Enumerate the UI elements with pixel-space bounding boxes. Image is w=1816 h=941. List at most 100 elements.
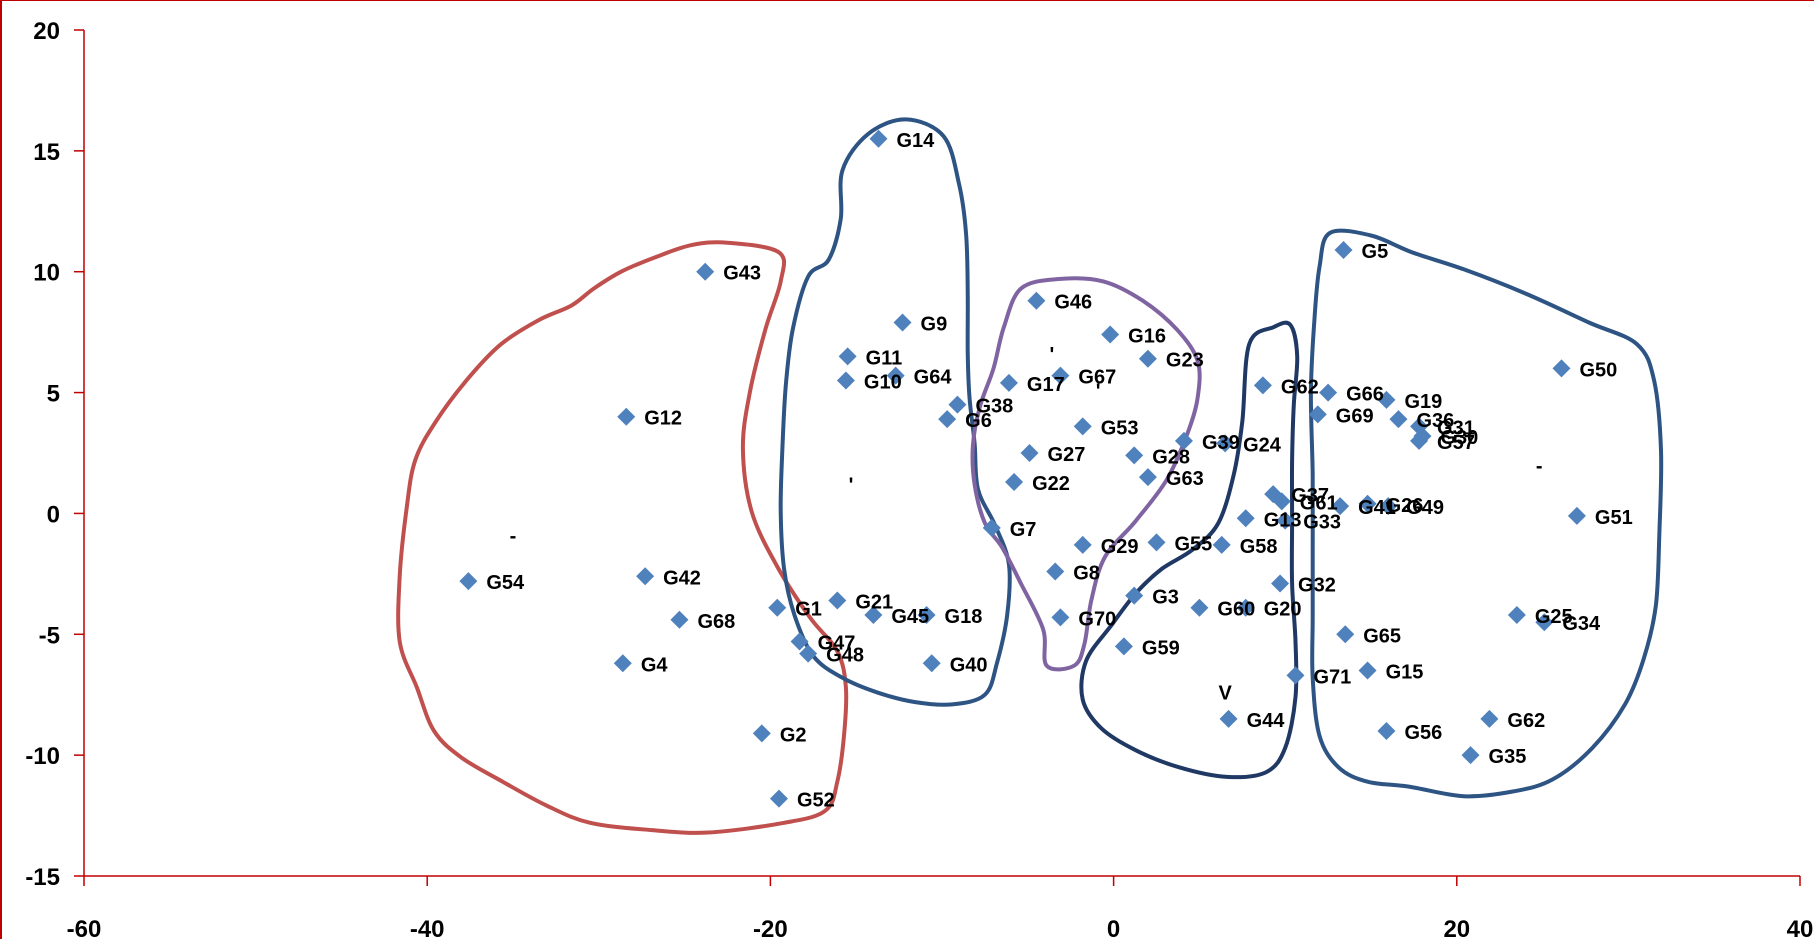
data-point (922, 654, 941, 673)
data-point (948, 395, 967, 414)
data-point (828, 591, 847, 610)
point-label: G34 (1562, 613, 1601, 635)
point-label: G17 (1027, 374, 1065, 396)
data-point (838, 347, 857, 366)
data-point (459, 572, 478, 591)
data-point (696, 262, 715, 281)
stray-mark: - (510, 525, 517, 547)
data-point (1535, 613, 1554, 632)
data-point (1138, 468, 1157, 487)
data-point (1216, 434, 1235, 453)
point-label: G66 (1346, 384, 1384, 406)
point-label: G27 (1048, 444, 1086, 466)
data-point (1358, 661, 1377, 680)
point-label: G56 (1404, 722, 1442, 744)
data-point (790, 632, 809, 651)
data-point (1552, 359, 1571, 378)
data-point (1114, 637, 1133, 656)
point-label: G70 (1078, 608, 1116, 630)
data-point (938, 410, 957, 429)
point-label: G62 (1281, 376, 1319, 398)
point-label: G13 (1264, 509, 1302, 531)
data-point (1567, 506, 1586, 525)
point-label: G25 (1535, 606, 1573, 628)
point-label: G5 (1362, 241, 1389, 263)
axes: 20 15 10 5 0 -5 -10 -15 -60 -40 -20 0 20 40 (25, 18, 1813, 941)
data-point (1073, 535, 1092, 554)
data-point (1051, 366, 1070, 385)
point-label: G36 (1416, 410, 1454, 432)
point-label: G3 (1152, 587, 1179, 609)
x-tick-label: -20 (753, 916, 788, 941)
point-label: G64 (914, 367, 953, 389)
point-label: G8 (1073, 562, 1100, 584)
point-label: G59 (1142, 637, 1180, 659)
point-label: G23 (1166, 350, 1204, 372)
point-label: G37 (1291, 485, 1329, 507)
data-point (1272, 492, 1291, 511)
point-label: G38 (975, 396, 1013, 418)
data-point (1389, 410, 1408, 429)
data-point (1236, 598, 1255, 617)
data-point (1334, 240, 1353, 259)
point-label: G52 (797, 790, 835, 812)
data-point (1051, 608, 1070, 627)
point-label: G46 (1054, 292, 1092, 314)
point-label: G50 (1579, 359, 1617, 381)
data-point (893, 313, 912, 332)
point-label: G12 (644, 408, 682, 430)
point-label: G28 (1152, 446, 1190, 468)
x-tick-label: 40 (1787, 916, 1814, 941)
cluster-outline (778, 117, 1012, 707)
data-point (1480, 709, 1499, 728)
point-label: G30 (1440, 427, 1478, 449)
data-point (1507, 605, 1526, 624)
point-label: G68 (697, 611, 735, 633)
data-point (1379, 497, 1398, 516)
cluster-outline (1079, 320, 1300, 780)
data-point (1377, 390, 1396, 409)
cluster-outlines (396, 117, 1664, 835)
data-point (636, 567, 655, 586)
point-label: G33 (1303, 512, 1341, 534)
point-label: G53 (1101, 417, 1139, 439)
data-point (1174, 431, 1193, 450)
y-tick-label: -10 (25, 743, 60, 770)
point-label: G45 (891, 606, 929, 628)
data-point (1020, 444, 1039, 462)
point-label: G35 (1489, 746, 1527, 768)
data-point (1271, 574, 1290, 593)
point-label: G62 (1507, 710, 1545, 732)
data-point (1377, 721, 1396, 740)
point-label: G18 (945, 606, 983, 628)
point-label: G60 (1217, 599, 1255, 621)
data-point (1276, 511, 1295, 530)
point-label: G9 (921, 313, 948, 335)
point-label: G2 (780, 724, 807, 746)
point-label: G4 (641, 654, 669, 676)
point-label: G49 (1406, 497, 1444, 519)
data-point (1461, 746, 1480, 765)
data-point (982, 518, 1001, 537)
data-point (836, 371, 855, 390)
data-point (864, 605, 883, 624)
point-label: G21 (855, 591, 893, 613)
data-point (886, 366, 905, 385)
data-point (769, 789, 788, 808)
y-tick-label: 0 (47, 501, 60, 528)
point-label: G57 (1437, 432, 1475, 454)
data-point (1358, 494, 1377, 513)
x-tick-label: -60 (67, 916, 102, 941)
data-point (1138, 349, 1157, 368)
point-label: G63 (1166, 468, 1204, 490)
stray-mark: - (1536, 455, 1543, 477)
data-point (1212, 535, 1231, 554)
data-point (613, 654, 632, 673)
stray-marks: - ' ' ' V - (510, 344, 1543, 704)
cluster-outline (970, 276, 1202, 672)
point-label: G29 (1101, 536, 1139, 558)
x-tick-label: 0 (1107, 916, 1120, 941)
y-tick-label: -15 (25, 864, 60, 891)
data-point (1125, 586, 1144, 605)
